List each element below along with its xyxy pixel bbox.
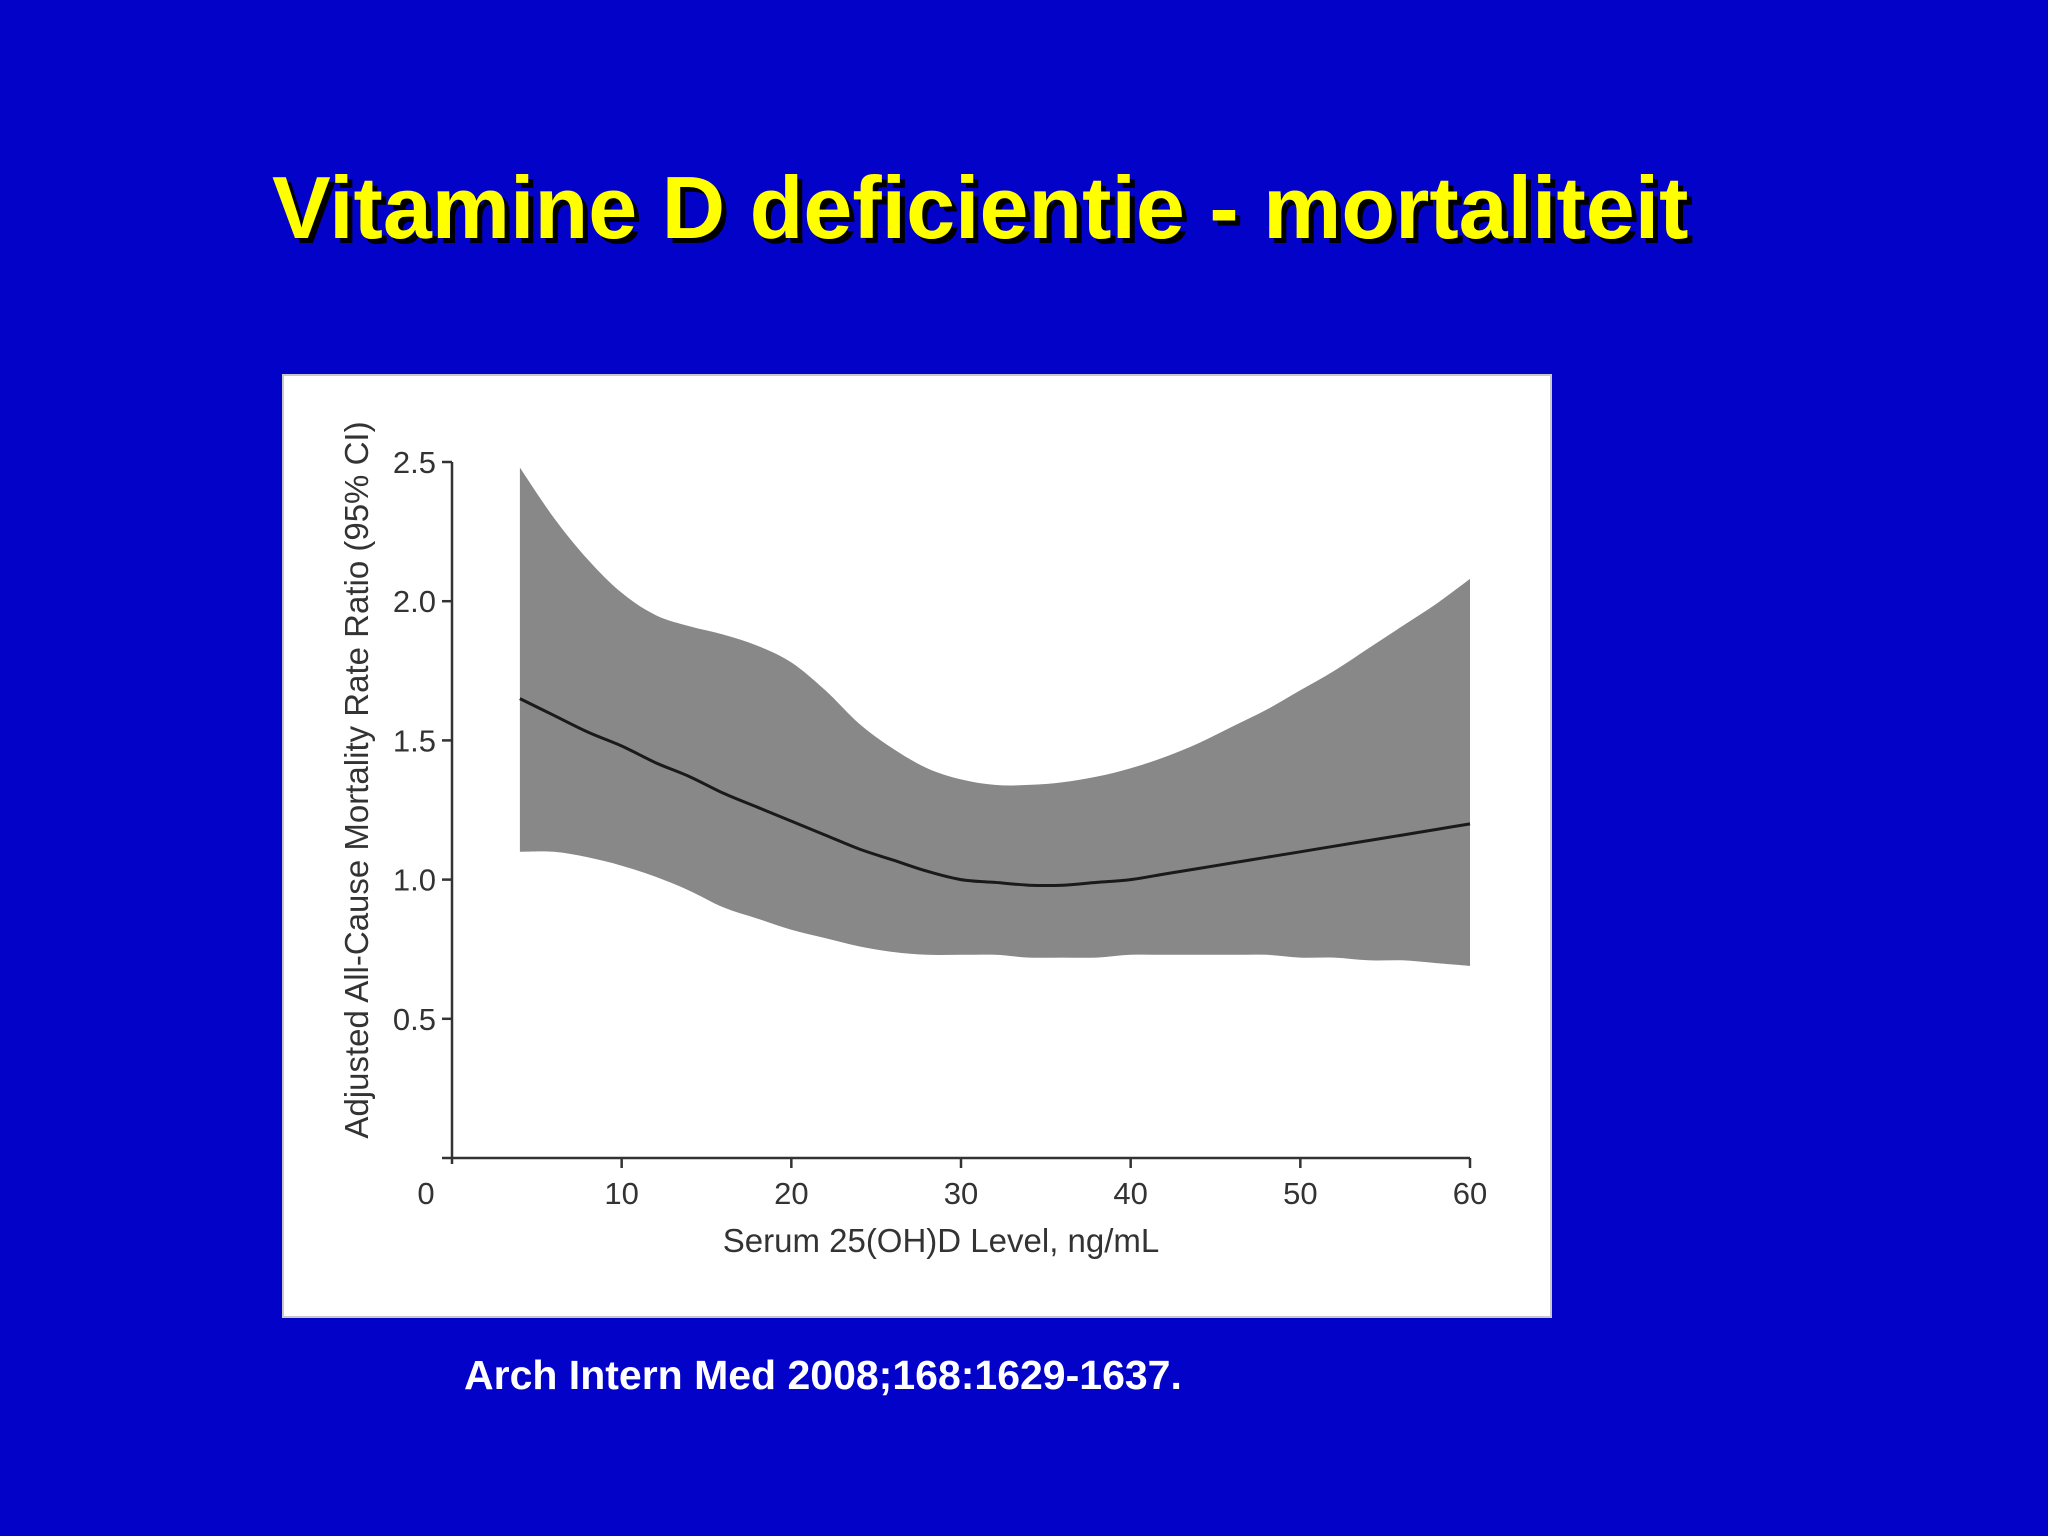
- x-tick-label: 40: [1113, 1176, 1147, 1211]
- rate-ratio-line: [519, 697, 1471, 887]
- y-tick-label: 1.5: [393, 723, 436, 758]
- confidence-interval-band: [519, 467, 1470, 966]
- figure-panel: 0.5 1.0 1.5 2.0 2.5 0 10 20 30 40 50 60 Serum 25(O…: [282, 374, 1552, 1318]
- x-tick-label: 0: [417, 1176, 434, 1211]
- y-axis-ticks: 0.5 1.0 1.5 2.0 2.5: [393, 445, 452, 1037]
- y-tick-label: 1.0: [393, 863, 436, 898]
- mortality-chart: 0.5 1.0 1.5 2.0 2.5 0 10 20 30 40 50 60 Serum 25(O…: [338, 421, 1487, 1259]
- y-tick-label: 0.5: [393, 1002, 436, 1037]
- y-tick-label: 2.5: [393, 445, 436, 480]
- slide-title: Vitamine D deficientie - mortaliteit: [272, 158, 1689, 257]
- x-tick-label: 50: [1283, 1176, 1317, 1211]
- x-axis-label: Serum 25(OH)D Level, ng/mL: [723, 1222, 1160, 1259]
- y-tick-label: 2.0: [393, 584, 436, 619]
- x-tick-label: 20: [774, 1176, 808, 1211]
- x-axis-ticks: 0 10 20 30 40 50 60: [417, 1158, 1487, 1211]
- citation: Arch Intern Med 2008;168:1629-1637.: [464, 1352, 1182, 1398]
- x-tick-label: 60: [1453, 1176, 1487, 1211]
- y-axis-label: Adjusted All-Cause Mortality Rate Ratio …: [338, 421, 375, 1138]
- x-tick-label: 10: [604, 1176, 638, 1211]
- x-tick-label: 30: [944, 1176, 978, 1211]
